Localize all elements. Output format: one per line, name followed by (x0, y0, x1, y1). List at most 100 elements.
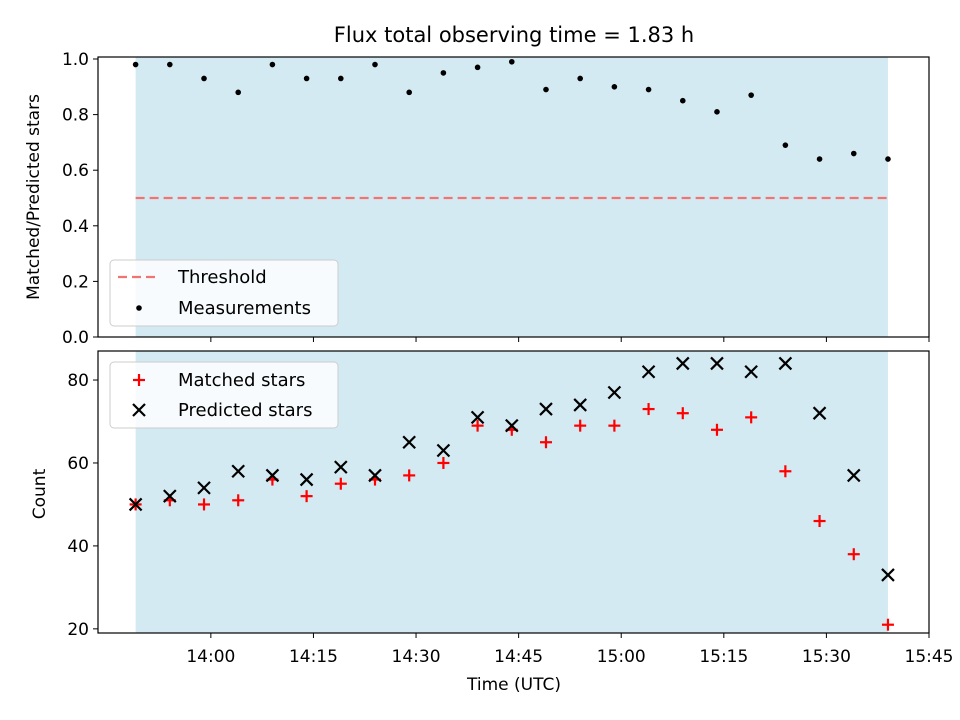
ratio-legend-box (109, 259, 339, 327)
measurement-point (235, 89, 242, 96)
time-x-tick-label: 14:45 (494, 647, 543, 667)
predicted-star-point (778, 356, 793, 371)
predicted-star-point (436, 443, 451, 458)
predicted-star-point (368, 468, 382, 483)
measurement-point (474, 64, 481, 71)
count-y-tick-label: 40 (67, 537, 89, 557)
predicted-star-point (505, 418, 519, 433)
predicted-star-point (128, 497, 143, 512)
matched-star-point (642, 403, 655, 416)
predicted-star-point (812, 406, 827, 420)
predicted-star-point (539, 402, 553, 416)
measurement-point (269, 61, 276, 68)
measurement-point (508, 58, 515, 65)
count-y-tick-label: 20 (67, 620, 89, 640)
measurement-point (201, 75, 207, 82)
matched-legend-label: Matched stars (178, 370, 305, 391)
ratio-y-tick-label: 1.0 (62, 50, 89, 70)
count-y-label: Count (30, 468, 50, 519)
measurement-point (679, 97, 686, 104)
threshold-legend-label: Threshold (177, 267, 267, 288)
matched-star-point (300, 490, 313, 503)
measurement-point (645, 86, 652, 93)
time-x-tick-label: 15:00 (597, 647, 646, 667)
ratio-panel: 0.0 0.2 0.4 0.6 0.8 1.0 Matched/Predicted sta… (24, 50, 930, 348)
predicted-star-point (573, 398, 587, 412)
matched-star-point (403, 469, 416, 482)
predicted-star-point (299, 472, 314, 487)
measurement-point (748, 92, 754, 98)
ratio-x-ticks (210, 337, 930, 342)
matched-star-point (779, 465, 792, 478)
predicted-star-point (881, 568, 895, 582)
count-y-tick-label: 80 (67, 371, 89, 391)
predicted-star-point (641, 364, 656, 379)
predicted-star-point (402, 435, 416, 450)
measurement-point (303, 75, 310, 82)
measurement-point (338, 75, 344, 82)
matched-star-point (676, 407, 689, 420)
predicted-star-point (163, 489, 177, 503)
chart-title: Flux total observing time = 1.83 h (334, 23, 694, 47)
measurement-point (850, 150, 857, 157)
measurement-point (577, 75, 583, 82)
measurement-point (816, 156, 823, 162)
matched-star-point (745, 411, 758, 424)
ratio-y-tick-label: 0.0 (62, 328, 89, 348)
measurement-point (132, 61, 139, 68)
count-y-tick-label: 60 (67, 454, 89, 474)
predicted-star-point (470, 410, 485, 425)
measurement-point (167, 61, 173, 68)
time-x-tick-label: 14:15 (289, 647, 338, 667)
ratio-legend: Threshold Measurements (109, 259, 339, 327)
matched-star-point (471, 419, 484, 432)
ratio-y-tick-label: 0.4 (62, 217, 89, 237)
ratio-y-label: Matched/Predicted stars (24, 94, 44, 300)
measurement-point (714, 109, 720, 115)
predicted-star-point (744, 364, 758, 379)
matched-star-point (608, 419, 621, 432)
matched-star-point (881, 618, 894, 631)
predicted-star-point (675, 356, 690, 371)
ratio-y-axis: 0.0 0.2 0.4 0.6 0.8 1.0 (62, 50, 98, 348)
predicted-star-point (265, 468, 280, 483)
predicted-stars-points (128, 356, 895, 582)
measurement-points (132, 58, 891, 162)
matched-stars-points (129, 403, 894, 631)
time-x-tick-label: 15:45 (905, 647, 954, 667)
predicted-star-point (334, 460, 348, 474)
matched-star-point (334, 477, 347, 490)
time-x-tick-label: 14:00 (186, 647, 235, 667)
predicted-star-point (846, 468, 861, 483)
count-legend: Matched stars Predicted stars (109, 361, 339, 429)
predicted-legend-label: Predicted stars (178, 400, 312, 421)
ratio-plot-frame (97, 56, 930, 338)
predicted-star-point (197, 481, 211, 495)
ratio-y-tick-label: 0.8 (62, 106, 89, 126)
ratio-y-tick-label: 0.2 (62, 272, 89, 292)
measurement-point (543, 86, 549, 93)
measurement-point (440, 70, 447, 76)
count-plot-frame (97, 350, 930, 634)
measurements-legend-label: Measurements (178, 298, 311, 319)
count-legend-box (109, 361, 339, 429)
matched-star-point (574, 419, 587, 432)
predicted-star-point (231, 464, 245, 479)
measurement-point (885, 156, 891, 162)
measurement-point (406, 89, 412, 96)
ratio-y-tick-label: 0.6 (62, 161, 89, 181)
time-x-tick-label: 15:15 (699, 647, 748, 667)
predicted-star-point (607, 385, 622, 400)
measurements-legend-swatch (136, 305, 142, 311)
time-x-label: Time (UTC) (466, 675, 561, 695)
matched-star-point (198, 498, 211, 511)
predicted-star-point (710, 356, 724, 371)
matched-star-point (437, 456, 450, 469)
predicted-legend-swatch (132, 403, 146, 417)
matched-star-point (710, 423, 723, 436)
matched-legend-swatch (133, 374, 145, 386)
matched-star-point (847, 548, 860, 561)
count-y-axis: 20 40 60 80 (67, 371, 98, 640)
